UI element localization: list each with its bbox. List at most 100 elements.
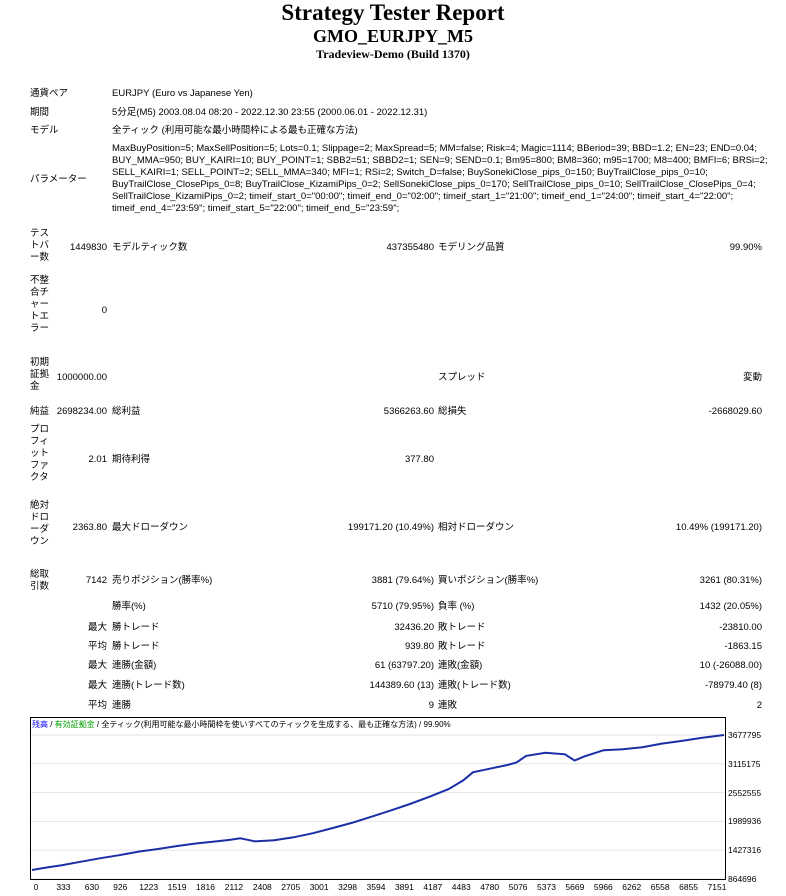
- errors-value: 0: [101, 305, 107, 316]
- x-tick-label: 6855: [679, 882, 699, 892]
- x-tick-label: 1816: [196, 882, 215, 892]
- abs-drawdown-label: 絶対ドローダウン: [30, 500, 50, 547]
- y-tick-label: 2552555: [728, 787, 762, 798]
- avg-consec-losses-label: 連敗: [438, 700, 458, 711]
- spread-value: 変動: [742, 372, 762, 383]
- chart-legend: 残高 / 有効証拠金 / 全ティック(利用可能な最小時間枠を使いすべてのティック…: [32, 720, 451, 730]
- x-tick-label: 2112: [224, 882, 244, 892]
- avg-consec-wins-value: 9: [428, 700, 434, 711]
- x-tick-label: 3001: [309, 882, 329, 892]
- bars-label: テストバー数: [30, 228, 50, 263]
- x-tick-label: 5966: [593, 882, 613, 892]
- y-tick-label: 1989936: [728, 816, 762, 827]
- x-tick-label: 4780: [480, 882, 500, 892]
- balance-series-line: [31, 734, 725, 871]
- deposit-label: 初期証拠金: [30, 357, 50, 392]
- legend-quality: 99.90%: [423, 720, 451, 729]
- largest-label: 最大: [87, 622, 107, 633]
- x-tick-label: 333: [56, 882, 71, 892]
- report-server: Tradeview-Demo (Build 1370): [316, 47, 470, 61]
- model-value: 全ティック (利用可能な最小時間枠による最も正確な方法): [112, 125, 358, 136]
- avg-consec-wins-label: 連勝: [112, 700, 132, 711]
- x-tick-label: 5076: [508, 882, 528, 892]
- avg-win-value: 939.80: [404, 641, 434, 652]
- max-consec-label-1: 最大: [87, 660, 107, 671]
- symbol-label: 通貨ペア: [30, 88, 69, 99]
- y-tick-label: 3677795: [728, 730, 762, 740]
- x-tick-label: 3891: [394, 882, 414, 892]
- consec-losses-label: 連敗(金額): [438, 660, 483, 671]
- bars-value: 1449830: [70, 242, 107, 253]
- x-tick-label: 2408: [252, 882, 272, 892]
- total-trades-value: 7142: [85, 575, 107, 586]
- x-tick-label: 630: [84, 882, 99, 892]
- x-tick-label: 2705: [281, 882, 301, 892]
- loss-rate-value: 1432 (20.05%): [699, 601, 762, 612]
- legend-equity: 有効証拠金: [54, 720, 95, 729]
- consec-wins-label: 連勝(金額): [112, 660, 157, 671]
- x-tick-label: 4483: [451, 882, 471, 892]
- avg-loss-value: -1863.15: [724, 641, 762, 652]
- report-symbol-title: GMO_EURJPY_M5: [313, 26, 473, 46]
- model-label: モデル: [30, 125, 59, 136]
- balance-chart-svg: [31, 734, 725, 879]
- avg-consec-losses-value: 2: [756, 700, 762, 711]
- symbol-value: EURJPY (Euro vs Japanese Yen): [112, 88, 253, 99]
- max-consec-label-2: 最大: [87, 680, 107, 691]
- quality-value: 99.90%: [729, 242, 762, 253]
- profit-factor-label: プロフィットファクタ: [30, 424, 50, 483]
- expected-payoff-label: 期待利得: [112, 454, 151, 465]
- legend-balance: 残高: [32, 720, 48, 729]
- short-positions-label: 売りポジション(勝率%): [112, 575, 213, 586]
- largest-loss-value: -23810.00: [719, 622, 762, 633]
- x-tick-label: 5669: [565, 882, 585, 892]
- ticks-label: モデルティック数: [112, 242, 188, 253]
- avg-win-label: 勝トレード: [112, 641, 160, 652]
- largest-win-value: 32436.20: [394, 622, 434, 633]
- report-title: Strategy Tester Report: [281, 0, 505, 25]
- win-rate-label: 勝率(%): [112, 601, 146, 612]
- spread-label: スプレッド: [438, 372, 486, 383]
- legend-sep-3: /: [416, 720, 424, 729]
- x-tick-label: 7151: [707, 882, 727, 892]
- gross-loss-value: -2668029.60: [708, 406, 762, 417]
- consec-loss-label: 連敗(トレード数): [438, 680, 511, 691]
- long-positions-label: 買いポジション(勝率%): [438, 575, 539, 586]
- period-label: 期間: [30, 107, 50, 118]
- gross-profit-label: 総利益: [112, 406, 141, 417]
- y-tick-label: 1427316: [728, 845, 762, 856]
- loss-rate-label: 負率 (%): [438, 601, 475, 612]
- gross-profit-value: 5366263.60: [383, 406, 434, 417]
- largest-loss-label: 敗トレード: [438, 622, 486, 633]
- consec-profit-label: 連勝(トレード数): [112, 680, 185, 691]
- consec-losses-value: 10 (-26088.00): [699, 660, 762, 671]
- largest-win-label: 勝トレード: [112, 622, 160, 633]
- x-tick-label: 1519: [167, 882, 187, 892]
- short-positions-value: 3881 (79.64%): [371, 575, 434, 586]
- gross-loss-label: 総損失: [438, 406, 467, 417]
- expected-payoff-value: 377.80: [404, 454, 434, 465]
- profit-factor-value: 2.01: [88, 454, 108, 465]
- max-drawdown-label: 最大ドローダウン: [112, 522, 189, 533]
- abs-drawdown-value: 2363.80: [72, 522, 107, 533]
- deposit-value: 1000000.00: [56, 372, 107, 383]
- net-profit-label: 純益: [30, 406, 50, 417]
- consec-wins-value: 61 (63797.20): [374, 660, 434, 671]
- avg-loss-label: 敗トレード: [438, 641, 486, 652]
- rel-drawdown-value: 10.49% (199171.20): [675, 522, 762, 533]
- x-tick-label: 6558: [650, 882, 670, 892]
- x-tick-label: 926: [113, 882, 128, 892]
- parameters-value: MaxBuyPosition=5; MaxSellPosition=5; Lot…: [112, 143, 768, 214]
- x-tick-label: 3594: [366, 882, 386, 892]
- x-tick-label: 0: [33, 882, 39, 892]
- legend-sep-1: /: [48, 720, 55, 729]
- consec-loss-value: -78979.40 (8): [704, 680, 762, 691]
- consec-profit-value: 144389.60 (13): [369, 680, 434, 691]
- ticks-value: 437355480: [386, 242, 434, 253]
- y-tick-label: 3115175: [728, 758, 761, 769]
- x-tick-label: 6262: [622, 882, 642, 892]
- rel-drawdown-label: 相対ドローダウン: [438, 522, 515, 533]
- y-tick-label: 864696: [728, 874, 757, 884]
- errors-label: 不整合チャートエラー: [30, 275, 50, 334]
- legend-sep-2: /: [94, 720, 102, 729]
